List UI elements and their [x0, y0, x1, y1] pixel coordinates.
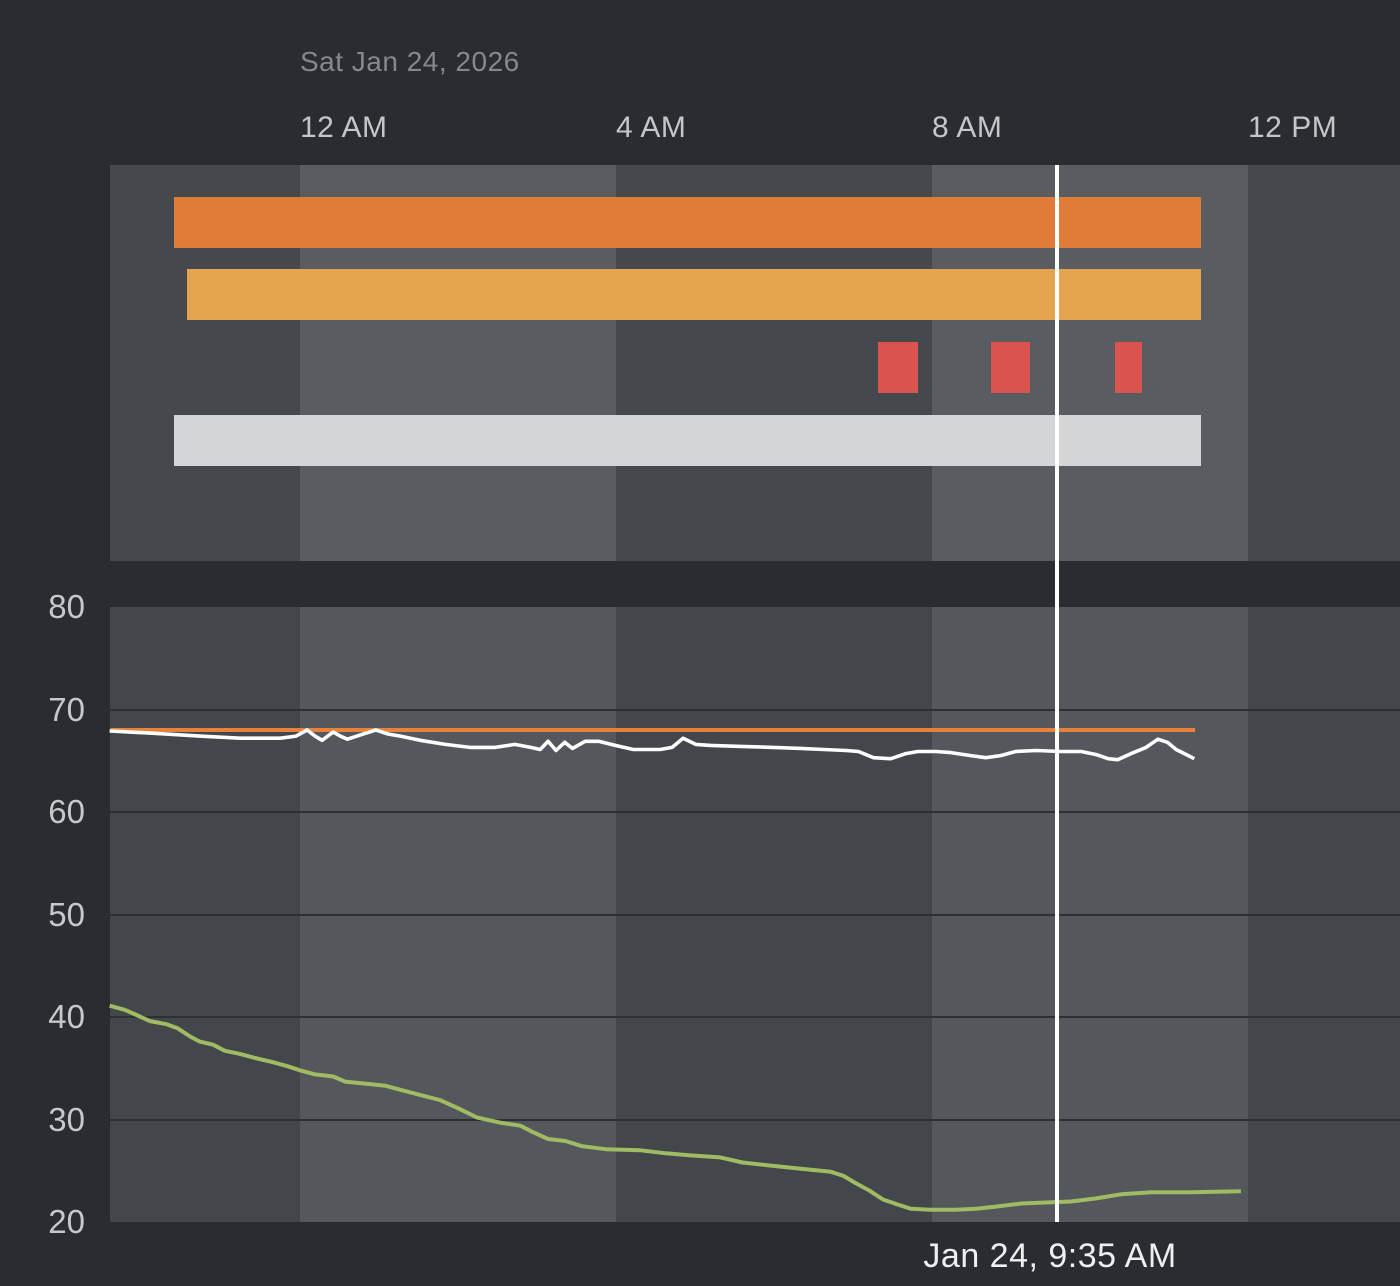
equipment-timeline-panel[interactable] [110, 165, 1400, 561]
x-tick-label: 12 AM [300, 111, 388, 144]
timeline-segment-orange-bar[interactable] [173, 196, 1202, 248]
cursor-timestamp: Jan 24, 9:35 AM [923, 1237, 1177, 1275]
x-axis: 12 AM 4 AM 8 AM 12 PM [0, 0, 1400, 150]
x-tick-label: 12 PM [1248, 111, 1338, 144]
x-tick-label: 4 AM [616, 111, 687, 144]
gridline-50 [110, 913, 1400, 916]
gridline-30 [110, 1118, 1400, 1121]
timeline-segment-gray-bar[interactable] [173, 415, 1202, 466]
stripe-dark [1248, 165, 1400, 561]
y-axis: 80 70 60 50 40 30 20 [0, 0, 110, 1286]
y-tick-label: 20 [48, 1203, 85, 1240]
timeline-segment-red-events[interactable] [1115, 341, 1143, 393]
x-tick-label: 8 AM [932, 111, 1003, 144]
gridline-40 [110, 1016, 1400, 1018]
y-tick-label: 80 [48, 588, 85, 625]
date-label: Sat Jan 24, 2026 [300, 46, 520, 77]
y-tick-label: 70 [48, 690, 85, 728]
cursor-line[interactable] [1055, 165, 1060, 1222]
line-chart-panel[interactable] [110, 607, 1400, 1222]
y-tick-label: 50 [48, 895, 85, 933]
gridline-60 [110, 811, 1400, 813]
y-tick-label: 40 [48, 998, 85, 1035]
timeline-segment-red-events[interactable] [878, 341, 918, 393]
gridline-70 [110, 708, 1400, 711]
timeline-segment-amber-bar[interactable] [187, 269, 1202, 321]
y-tick-label: 30 [48, 1100, 85, 1138]
y-tick-label: 60 [48, 793, 85, 830]
timeline-segment-red-events[interactable] [991, 341, 1030, 393]
